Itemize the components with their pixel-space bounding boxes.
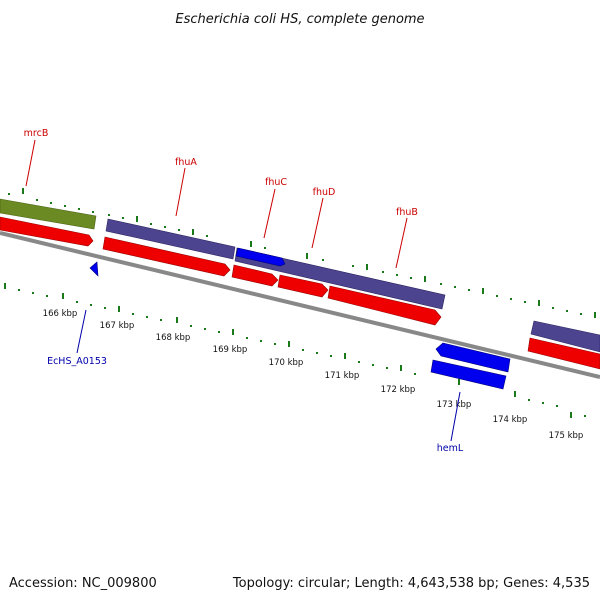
accession-text: Accession: NC_009800 (9, 576, 157, 591)
upper-tick-track (8, 188, 596, 318)
kbp-tick-label: 166 kbp (43, 309, 78, 319)
kbp-tick-label: 173 kbp (437, 400, 472, 410)
genome-backbone (0, 231, 600, 379)
gene-label-fhuC: fhuC (265, 177, 287, 188)
kbp-tick-label: 174 kbp (493, 415, 528, 425)
gene-label-fhuB: fhuB (396, 207, 418, 218)
fhuC-feature (235, 247, 286, 267)
map-title: Escherichia coli HS, complete genome (175, 12, 424, 27)
kbp-axis-labels: 166 kbp 167 kbp 168 kbp 169 kbp 170 kbp … (43, 309, 584, 441)
kbp-tick-label: 168 kbp (156, 333, 191, 343)
kbp-tick-label: 170 kbp (269, 358, 304, 368)
gene-label-fhuD: fhuD (313, 187, 336, 198)
gene-label-mrcB: mrcB (24, 128, 49, 139)
lower-tick-track (4, 283, 586, 418)
blue-features (89, 261, 511, 390)
mrcB-feature (0, 198, 97, 230)
gene-label-EcHS_A0153: EcHS_A0153 (47, 356, 107, 367)
kbp-tick-label: 169 kbp (213, 345, 248, 355)
gene-label-fhuA: fhuA (175, 157, 197, 168)
kbp-tick-label: 167 kbp (100, 321, 135, 331)
red-features (0, 216, 600, 370)
kbp-tick-label: 172 kbp (381, 385, 416, 395)
kbp-tick-label: 175 kbp (549, 431, 584, 441)
genome-summary-text: Topology: circular; Length: 4,643,538 bp… (232, 576, 590, 591)
purple-features (105, 218, 600, 353)
label-leader-lines (25, 139, 461, 442)
gene-label-hemL: hemL (437, 443, 464, 454)
kbp-tick-label: 171 kbp (325, 371, 360, 381)
